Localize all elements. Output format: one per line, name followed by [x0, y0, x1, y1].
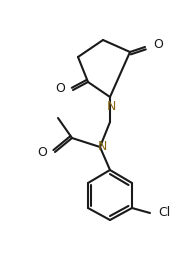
Text: O: O: [55, 82, 65, 96]
Text: Cl: Cl: [158, 207, 170, 219]
Text: N: N: [97, 141, 107, 153]
Text: N: N: [106, 100, 116, 113]
Text: O: O: [153, 39, 163, 51]
Text: O: O: [37, 146, 47, 160]
